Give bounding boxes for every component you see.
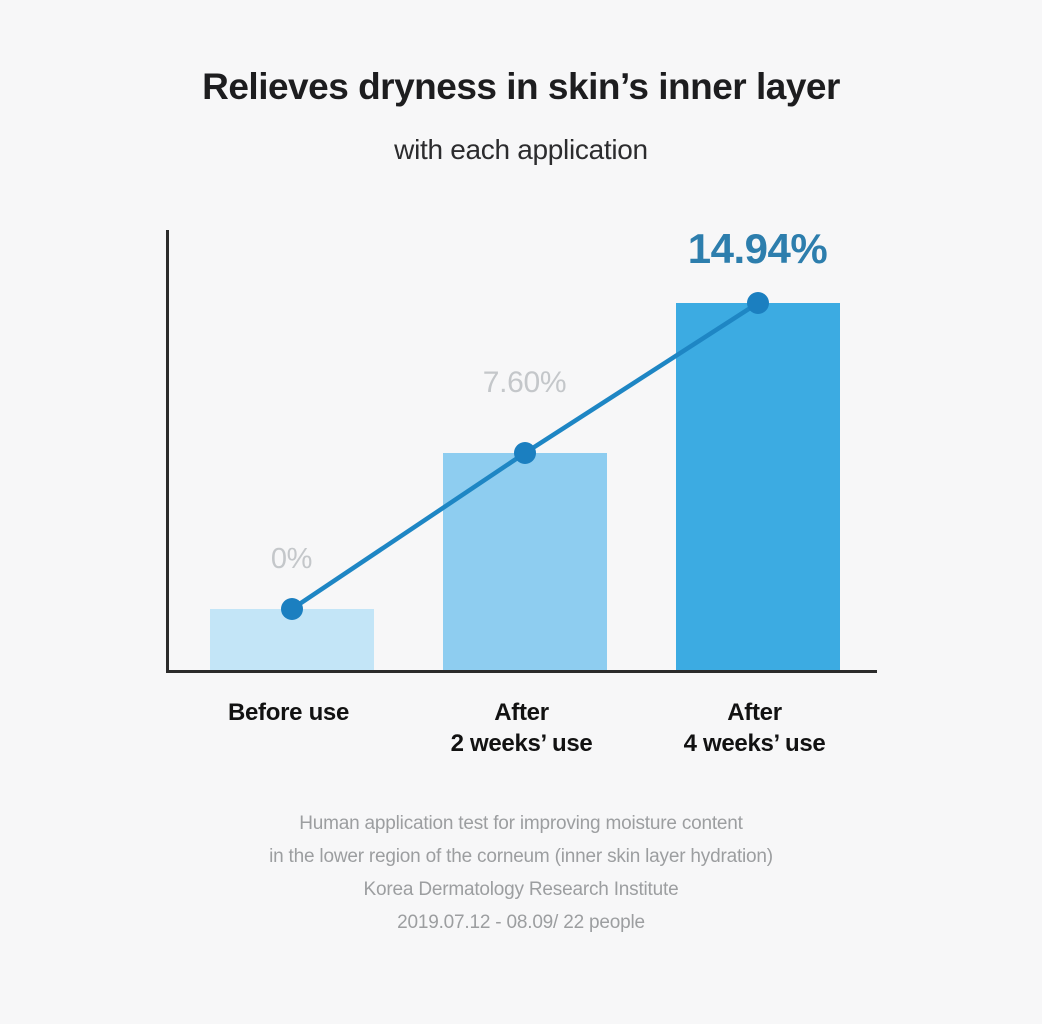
value-label-0: 0% [270, 543, 313, 575]
footnote-line: Korea Dermatology Research Institute [363, 879, 679, 900]
bar-chart: 0% 7.60% 14.94% Before use After 2 weeks’ us… [165, 225, 877, 769]
page-subtitle: with each application [394, 134, 648, 165]
infographic: Relieves dryness in skin’s inner layer w… [141, 66, 901, 939]
x-label-0: Before use [227, 699, 350, 726]
chart-plot: 0% 7.60% 14.94% [165, 225, 877, 673]
bar-2 [675, 303, 840, 670]
x-axis-labels: Before use After 2 weeks’ use After 4 weeks’… [166, 697, 877, 769]
footnote-line: 2019.07.12 - 08.09/ 22 people [397, 912, 645, 933]
x-label-2: After 4 weeks’ use [683, 699, 826, 757]
page-title: Relieves dryness in skin’s inner layer [202, 66, 840, 107]
x-label-1: After 2 weeks’ use [450, 699, 593, 757]
footnote: Human application test for improving moi… [141, 807, 901, 939]
value-label-1: 7.60% [482, 366, 567, 399]
footnote-line: in the lower region of the corneum (inne… [269, 846, 773, 867]
bar-0 [209, 609, 374, 670]
footnote-line: Human application test for improving moi… [299, 813, 743, 834]
value-label-2: 14.94% [687, 225, 828, 272]
bar-1 [442, 453, 607, 670]
